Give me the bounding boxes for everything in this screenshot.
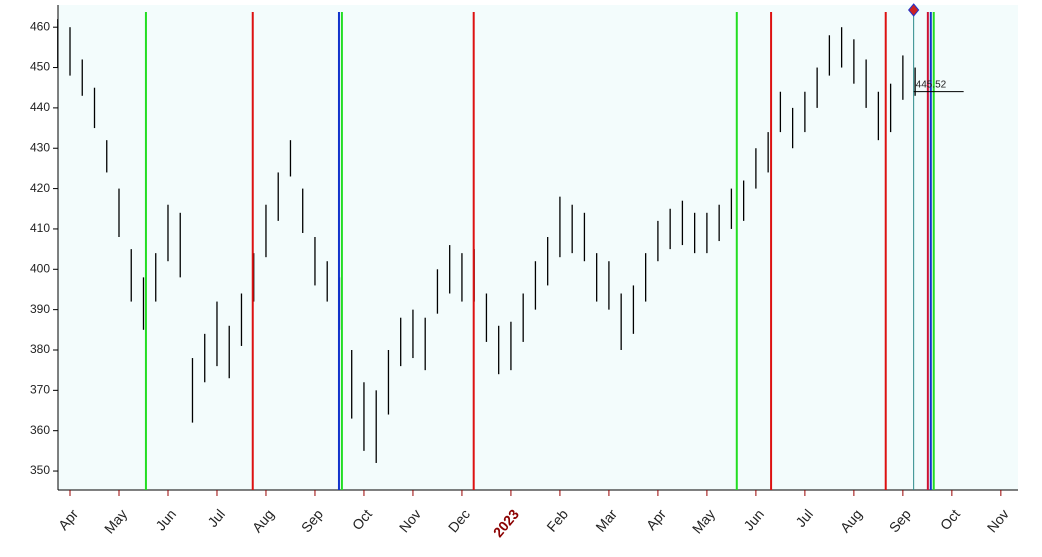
last-price-label: 445.52 <box>916 79 947 90</box>
x-tick-label: Jul <box>204 506 228 530</box>
x-tick-label: Mar <box>592 506 620 535</box>
y-tick-label: 400 <box>30 261 50 275</box>
y-tick-label: 410 <box>30 221 50 235</box>
x-tick-label: Feb <box>543 506 571 535</box>
x-tick-label: Aug <box>837 506 865 535</box>
y-tick-label: 440 <box>30 100 50 114</box>
cursor-marker <box>907 3 920 17</box>
x-tick-label: Jun <box>152 506 179 534</box>
x-tick-label: 2023 <box>490 506 522 540</box>
y-tick-label: 460 <box>30 19 50 33</box>
y-tick-label: 420 <box>30 181 50 195</box>
plot-area <box>58 5 1018 490</box>
x-tick-label: Nov <box>984 506 1012 535</box>
x-tick-label: Oct <box>937 506 963 533</box>
x-tick-label: Apr <box>643 506 669 533</box>
x-tick-label: Sep <box>298 506 326 536</box>
x-tick-label: Aug <box>249 506 277 535</box>
y-tick-label: 450 <box>30 60 50 74</box>
x-tick-label: Jun <box>740 506 767 534</box>
y-tick-label: 350 <box>30 463 50 477</box>
x-tick-label: Sep <box>886 506 914 536</box>
y-tick-label: 360 <box>30 423 50 437</box>
x-tick-label: May <box>689 506 718 537</box>
y-tick-label: 430 <box>30 140 50 154</box>
x-tick-label: Oct <box>349 506 375 533</box>
x-tick-label: May <box>101 506 130 537</box>
y-tick-label: 370 <box>30 383 50 397</box>
x-tick-label: Nov <box>396 506 424 535</box>
y-tick-label: 390 <box>30 302 50 316</box>
x-tick-label: Jul <box>792 506 816 530</box>
x-tick-label: Dec <box>445 506 473 535</box>
x-tick-label: Apr <box>55 506 81 533</box>
y-tick-label: 380 <box>30 342 50 356</box>
